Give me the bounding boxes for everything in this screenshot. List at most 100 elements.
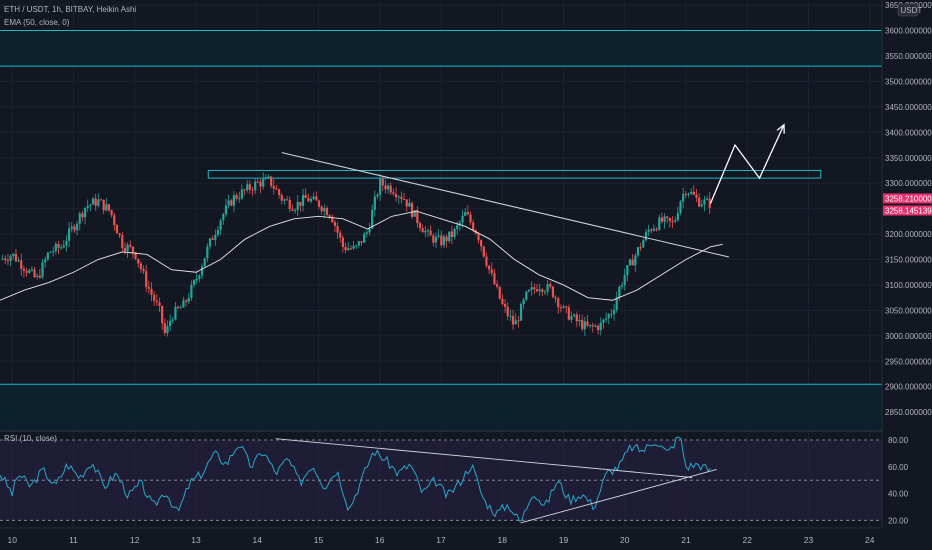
candle-body bbox=[75, 223, 79, 231]
candle-body bbox=[594, 325, 597, 327]
time-tick-label: 19 bbox=[559, 535, 569, 545]
time-tick-label: 22 bbox=[743, 535, 753, 545]
candle-body bbox=[591, 324, 594, 327]
price-axis-bg bbox=[882, 0, 932, 550]
candle-body bbox=[166, 326, 169, 333]
candle-body bbox=[36, 275, 39, 278]
candle-body bbox=[543, 291, 547, 293]
candle-body bbox=[464, 212, 467, 216]
candle-body bbox=[28, 270, 31, 273]
supply-zone bbox=[0, 30, 882, 67]
candle-body bbox=[663, 216, 666, 222]
candle-body bbox=[17, 260, 20, 262]
candle-body bbox=[551, 286, 555, 298]
candle-body bbox=[458, 222, 461, 226]
candle-body bbox=[573, 314, 576, 317]
price-tick-label: 3400.000000 bbox=[885, 128, 932, 137]
candle-body bbox=[469, 214, 472, 223]
candle-body bbox=[432, 235, 435, 243]
candle-body bbox=[400, 196, 403, 200]
candle-body bbox=[639, 247, 642, 249]
candle-body bbox=[9, 256, 12, 261]
candle-body bbox=[650, 229, 653, 231]
time-axis[interactable]: 10 11 12 13 14 15 16 17 18 19 20 21 22 23 24 bbox=[0, 527, 882, 545]
rsi-pane bbox=[0, 436, 882, 524]
candle-body bbox=[275, 188, 278, 190]
candle-body bbox=[682, 194, 685, 202]
candle-body bbox=[12, 253, 15, 257]
candle-body bbox=[126, 244, 129, 252]
candle-body bbox=[312, 196, 315, 199]
candle-body bbox=[105, 204, 108, 211]
candle-body bbox=[360, 241, 363, 243]
candle-body bbox=[687, 193, 690, 195]
candle-body bbox=[131, 246, 135, 253]
candle-body bbox=[94, 198, 97, 206]
candle-body bbox=[604, 318, 608, 320]
candle-body bbox=[647, 229, 650, 233]
candle-body bbox=[589, 324, 592, 326]
candle-body bbox=[309, 198, 313, 202]
candle-body bbox=[246, 184, 249, 191]
candle-body bbox=[177, 306, 180, 309]
candle-body bbox=[206, 246, 209, 259]
candle-body bbox=[299, 201, 302, 206]
candle-body bbox=[70, 226, 73, 229]
candle-body bbox=[485, 256, 488, 266]
candle-body bbox=[22, 268, 26, 271]
candle-body bbox=[434, 236, 438, 243]
candle-body bbox=[429, 230, 432, 236]
candle-body bbox=[307, 198, 310, 202]
candle-body bbox=[341, 237, 345, 247]
candle-body bbox=[267, 176, 270, 178]
symbol-title[interactable]: ETH / USDT, 1h, BITBAY, Heikin Ashi bbox=[4, 5, 137, 14]
time-tick-label: 14 bbox=[253, 535, 263, 545]
candle-body bbox=[363, 233, 366, 243]
candlestick-series bbox=[1, 172, 711, 337]
time-tick-label: 15 bbox=[314, 535, 324, 545]
candle-body bbox=[695, 194, 698, 198]
candle-body bbox=[445, 236, 448, 242]
candle-body bbox=[578, 319, 581, 322]
candle-body bbox=[440, 235, 443, 246]
candle-body bbox=[230, 200, 233, 206]
candle-body bbox=[203, 258, 206, 267]
candle-body bbox=[315, 196, 318, 201]
time-tick-label: 20 bbox=[620, 535, 630, 545]
candle-body bbox=[134, 252, 137, 259]
candle-body bbox=[671, 221, 674, 223]
candle-body bbox=[546, 284, 549, 292]
candle-body bbox=[644, 232, 648, 241]
candle-body bbox=[698, 197, 701, 207]
candle-body bbox=[410, 202, 414, 217]
candle-body bbox=[155, 300, 158, 303]
projection-path bbox=[709, 124, 785, 204]
candle-body bbox=[674, 220, 677, 222]
candle-body bbox=[238, 198, 241, 200]
ema-legend[interactable]: EMA (50, close, 0) bbox=[4, 18, 70, 27]
time-tick-label: 10 bbox=[8, 535, 18, 545]
ema-50-line bbox=[0, 210, 723, 301]
price-zones bbox=[0, 30, 882, 430]
candle-body bbox=[147, 287, 150, 289]
candle-body bbox=[506, 306, 509, 317]
candle-body bbox=[254, 181, 257, 191]
candle-body bbox=[636, 247, 640, 256]
candle-body bbox=[690, 191, 693, 194]
candle-body bbox=[65, 240, 68, 246]
candle-body bbox=[137, 258, 140, 264]
candle-body bbox=[102, 199, 105, 211]
candle-body bbox=[169, 320, 172, 327]
candle-body bbox=[25, 270, 28, 273]
candle-body bbox=[121, 235, 124, 249]
resistance-zone bbox=[207, 169, 822, 179]
candle-body bbox=[618, 286, 621, 298]
candle-body bbox=[373, 196, 376, 210]
candle-body bbox=[655, 228, 658, 230]
price-axis[interactable]: 3650.0000003600.0000003550.0000003500.00… bbox=[881, 0, 932, 550]
candle-body bbox=[301, 194, 305, 206]
candle-body bbox=[339, 232, 342, 238]
candle-body bbox=[317, 200, 321, 207]
rsi-legend[interactable]: RSI (10, close) bbox=[4, 434, 57, 443]
